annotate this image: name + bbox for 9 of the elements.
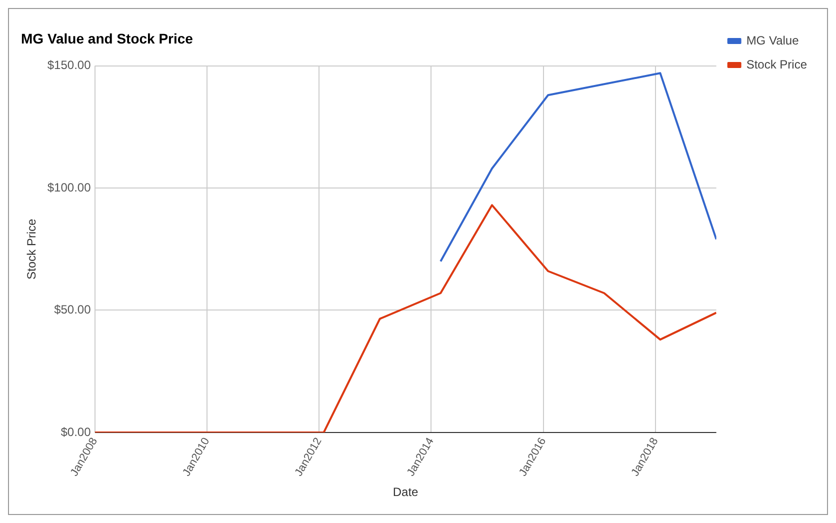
y-tick-label: $0.00 <box>60 424 92 439</box>
legend-label: MG Value <box>746 33 800 48</box>
y-tick-label: $100.00 <box>47 180 92 194</box>
chart-title: MG Value and Stock Price <box>21 30 194 46</box>
y-tick-label: $50.00 <box>54 302 92 317</box>
y-tick-label: $150.00 <box>47 58 92 72</box>
x-axis-title: Date <box>392 485 419 500</box>
y-axis-title: Stock Price <box>24 218 39 280</box>
legend-label: Stock Price <box>746 57 808 72</box>
